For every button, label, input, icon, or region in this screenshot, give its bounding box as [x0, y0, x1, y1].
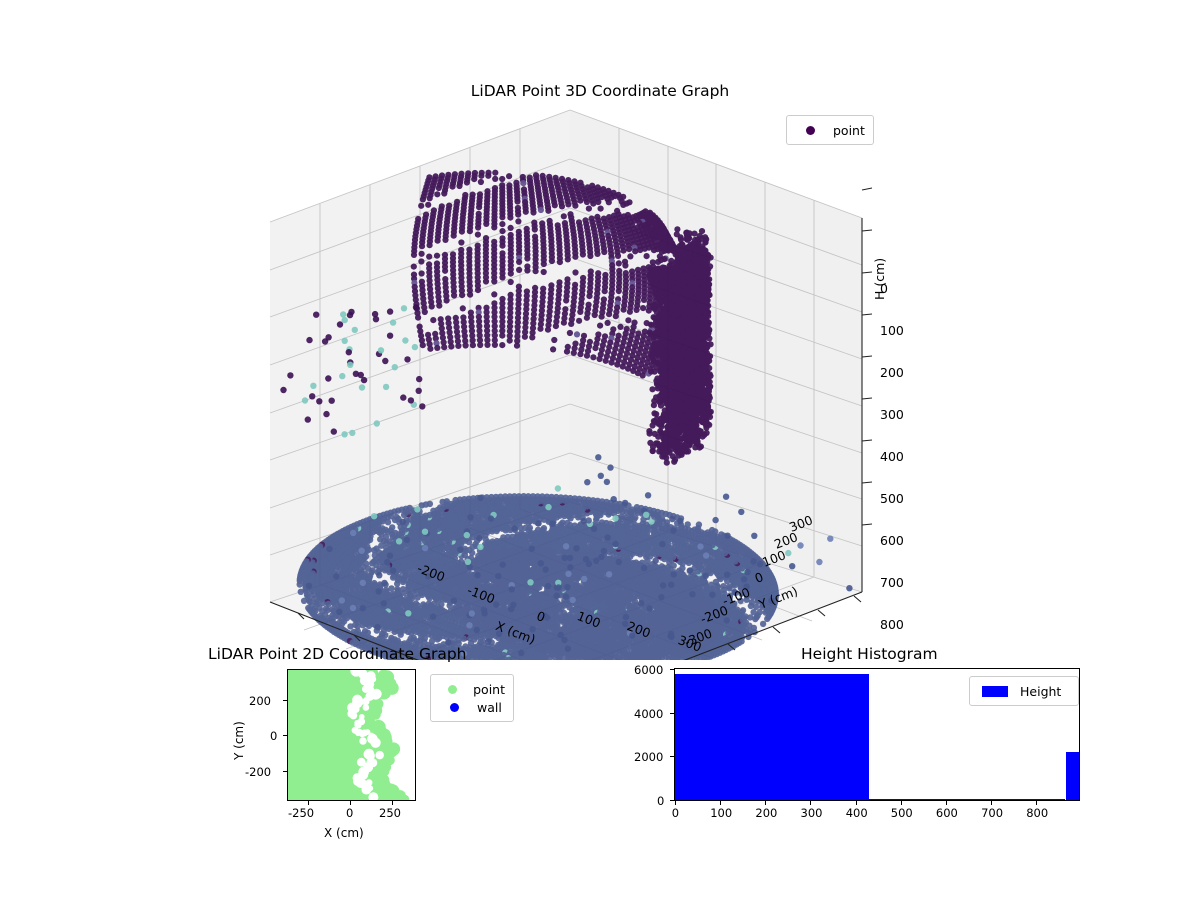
histogram-bar	[869, 798, 1066, 800]
legend-3d-item-point[interactable]: point	[795, 121, 865, 139]
hist-xtick-1: 100	[710, 806, 733, 820]
hist-x-tickline	[900, 801, 902, 805]
legend-3d-label-point: point	[833, 122, 865, 138]
hist-xtick-6: 600	[935, 806, 958, 820]
legend-3d[interactable]: point	[786, 115, 874, 145]
hist-y-tickline-0	[670, 800, 674, 801]
x2d-tick-2: 250	[379, 806, 401, 820]
point-marker-icon	[439, 684, 465, 694]
z-tick-1: 100	[880, 323, 904, 338]
y2d-tick-1: 0	[270, 729, 278, 743]
hist-xtick-0: 0	[671, 806, 680, 820]
y2d-tick-2: 200	[249, 694, 271, 708]
y-tickline-0	[283, 735, 287, 736]
legend-2d-item-wall[interactable]: wall	[439, 698, 505, 716]
z-tick-2: 200	[880, 365, 904, 380]
x2d-tick-0: -250	[288, 806, 315, 820]
hist-x-tickline	[720, 801, 722, 805]
z-tick-7: 700	[880, 575, 904, 590]
legend-hist[interactable]: Height	[969, 676, 1079, 706]
histogram-bar	[675, 674, 870, 800]
hist-xtick-2: 200	[755, 806, 778, 820]
x2d-axis-label: X (cm)	[324, 826, 364, 840]
x-tickline-0	[350, 801, 351, 805]
panel-3d-title: LiDAR Point 3D Coordinate Graph	[470, 82, 730, 100]
hist-x-tickline	[991, 801, 992, 805]
hist-y-tickline-4000	[670, 713, 674, 714]
lidar-2d-axes[interactable]	[287, 669, 416, 801]
hist-y-tickline-6000	[670, 669, 674, 670]
z-tick-8: 800	[880, 617, 904, 632]
x2d-tick-1: 0	[346, 806, 354, 820]
hist-x-tickline	[945, 801, 947, 805]
legend-2d-label-point: point	[473, 681, 505, 697]
y2d-axis-label: Y (cm)	[232, 721, 246, 760]
height-bar-icon	[978, 685, 1012, 697]
hist-xtick-4: 400	[845, 806, 868, 820]
legend-hist-item-height[interactable]: Height	[978, 682, 1070, 700]
hist-x-tickline	[855, 801, 857, 805]
hist-xtick-5: 500	[890, 806, 913, 820]
z-tick-3: 300	[880, 407, 904, 422]
histogram-bar	[1065, 751, 1079, 800]
z-tick-0: 0	[880, 281, 888, 296]
hist-x-tickline	[810, 801, 812, 805]
hist-xtick-8: 800	[1026, 806, 1049, 820]
z-axis-label: H (cm)	[872, 257, 887, 300]
y-tickline-200	[283, 700, 287, 701]
legend-2d[interactable]: point wall	[430, 674, 514, 722]
y-tickline-neg200	[283, 771, 287, 772]
panel-hist-title: Height Histogram	[801, 645, 938, 663]
x-tickline-neg250	[308, 801, 309, 805]
z-tick-6: 600	[880, 533, 904, 548]
point-marker-icon	[795, 125, 825, 135]
hist-x-tickline	[765, 801, 767, 805]
hist-x-tickline	[1036, 801, 1038, 805]
legend-2d-label-wall: wall	[477, 699, 502, 715]
3d-axes-canvas	[269, 109, 873, 660]
legend-2d-item-point[interactable]: point	[439, 680, 505, 698]
z-tick-4: 400	[880, 449, 904, 464]
hist-ytick-1: 2000	[634, 750, 664, 764]
z-tick-5: 500	[880, 491, 904, 506]
panel-2d-title: LiDAR Point 2D Coordinate Graph	[208, 645, 467, 663]
hist-ytick-3: 6000	[634, 663, 664, 677]
hist-x-tickline	[675, 801, 676, 805]
y2d-tick-0: -200	[245, 765, 272, 779]
height-histogram-axes[interactable]	[674, 668, 1080, 801]
legend-hist-label-height: Height	[1020, 683, 1062, 699]
x-tickline-250	[392, 801, 393, 805]
lidar-3d-axes: 0 100 200 300 400 500 600 700 800	[150, 100, 1050, 660]
2d-scatter-canvas	[288, 670, 410, 800]
wall-marker-icon	[439, 702, 469, 712]
hist-xtick-7: 700	[981, 806, 1004, 820]
hist-xtick-3: 300	[800, 806, 823, 820]
hist-ytick-0: 0	[657, 794, 665, 808]
hist-y-tickline-2000	[670, 756, 674, 757]
hist-ytick-2: 4000	[634, 707, 664, 721]
